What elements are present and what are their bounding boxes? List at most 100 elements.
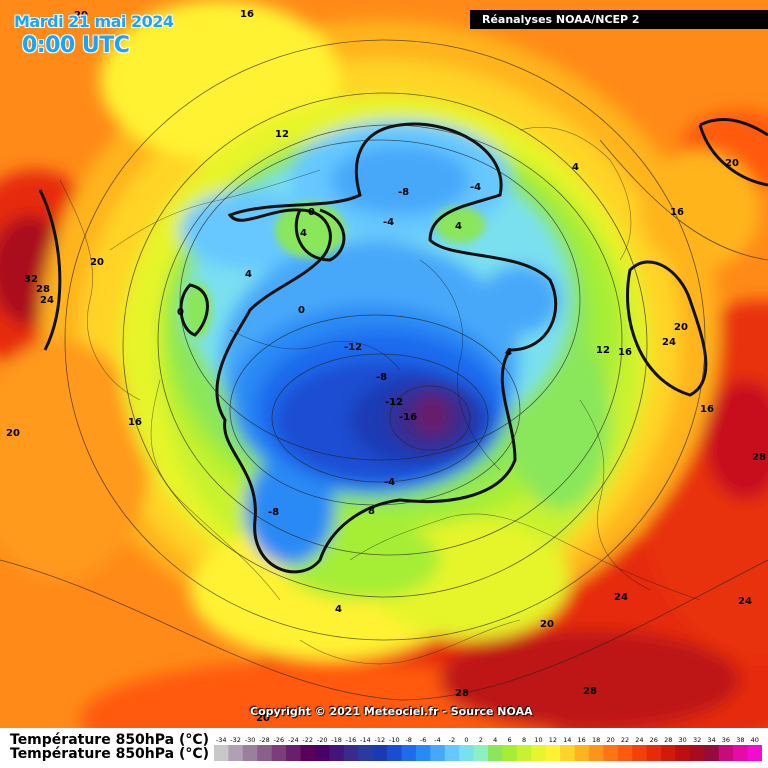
isotherm-label: 16 — [700, 404, 714, 415]
scale-tick-label: 8 — [522, 736, 526, 744]
scale-tick-label: -32 — [230, 736, 241, 744]
scale-swatch — [603, 745, 619, 761]
scale-swatch — [343, 745, 359, 761]
scale-swatch — [473, 745, 489, 761]
scale-tick-label: 4 — [493, 736, 497, 744]
scale-tick-label: -12 — [374, 736, 385, 744]
isotherm-label: 20 — [74, 10, 88, 21]
isotherm-label: 4 — [572, 162, 579, 173]
forecast-time: 0:00 UTC — [22, 33, 130, 58]
isotherm-label: 12 — [596, 345, 610, 356]
scale-tick-label: -24 — [288, 736, 299, 744]
isotherm-label: 24 — [738, 596, 752, 607]
scale-tick-label: -18 — [331, 736, 342, 744]
isotherm-label: -12 — [344, 342, 362, 353]
scale-tick-label: -4 — [434, 736, 440, 744]
isotherm-label: 4 — [335, 604, 342, 615]
scale-swatch — [516, 745, 532, 761]
scale-swatch — [545, 745, 561, 761]
isotherm-label: 24 — [614, 592, 628, 603]
isotherm-label: 28 — [36, 284, 50, 295]
scale-tick-label: -26 — [274, 736, 285, 744]
scale-swatch — [675, 745, 691, 761]
scale-swatch — [733, 745, 748, 761]
scale-swatch — [257, 745, 273, 761]
scale-tick-label: -16 — [346, 736, 357, 744]
scale-tick-label: -6 — [420, 736, 426, 744]
isotherm-label: 16 — [240, 9, 254, 20]
scale-swatch — [444, 745, 460, 761]
isotherm-label: -4 — [470, 182, 481, 193]
scale-tick-label: 38 — [736, 736, 744, 744]
isotherm-label: -4 — [383, 217, 394, 228]
isotherm-label: 0 — [298, 305, 305, 316]
scale-tick-label: -28 — [259, 736, 270, 744]
isotherm-labels: 16 12 -4 -8 -4 4 4 16 20 0 4 4 4 0 0 -12… — [6, 9, 766, 724]
isotherm-label: 0 — [177, 307, 184, 318]
isotherm-label: 0 — [308, 207, 315, 218]
scale-tick-label: 22 — [621, 736, 629, 744]
scale-tick-label: 20 — [606, 736, 614, 744]
source-label: Réanalyses NOAA/NCEP 2 — [470, 10, 768, 29]
scale-swatch — [632, 745, 648, 761]
scale-swatch — [617, 745, 633, 761]
scale-swatch — [488, 745, 503, 761]
scale-tick-label: 12 — [549, 736, 557, 744]
scale-tick-label: -8 — [405, 736, 411, 744]
isotherm-label: 28 — [752, 452, 766, 463]
scale-swatch — [502, 745, 518, 761]
isotherm-label: 16 — [670, 207, 684, 218]
isotherm-label: 20 — [256, 713, 270, 724]
scale-swatch — [661, 745, 676, 761]
scale-tick-label: 24 — [635, 736, 643, 744]
scale-swatch — [372, 745, 388, 761]
scale-swatch — [747, 745, 762, 761]
scale-tick-label: 34 — [707, 736, 715, 744]
scale-tick-label: -34 — [216, 736, 227, 744]
isotherm-label: 24 — [40, 295, 54, 306]
scale-tick-label: -14 — [360, 736, 371, 744]
isotherm-label: -4 — [384, 477, 395, 488]
scale-swatch — [560, 745, 575, 761]
scale-swatch — [401, 745, 417, 761]
legend-title: Température 850hPa (°C) — [10, 732, 210, 748]
bold-isolines — [38, 118, 768, 574]
scale-swatch — [415, 745, 431, 761]
scale-swatch — [358, 745, 374, 761]
scale-swatch — [242, 745, 258, 761]
scale-tick-label: -10 — [389, 736, 400, 744]
isotherm-label: -12 — [385, 397, 403, 408]
isotherm-label: 20 — [6, 428, 20, 439]
isotherm-label: 16 — [128, 417, 142, 428]
scale-swatch — [271, 745, 287, 761]
isotherm-label: 4 — [300, 228, 307, 239]
isotherm-label: 32 — [24, 274, 38, 285]
isotherm-label: -8 — [268, 507, 279, 518]
isotherm-label: 28 — [583, 686, 597, 697]
isotherm-label: 16 — [618, 347, 632, 358]
scale-swatch — [588, 745, 604, 761]
isotherm-label: 20 — [725, 158, 739, 169]
scale-tick-label: 6 — [508, 736, 512, 744]
scale-tick-label: 32 — [693, 736, 701, 744]
scale-swatch — [689, 745, 705, 761]
isotherm-label: 8 — [368, 506, 375, 517]
scale-swatch — [704, 745, 720, 761]
scale-swatch — [646, 745, 662, 761]
isotherm-label: 20 — [674, 322, 688, 333]
scale-swatch — [531, 745, 547, 761]
legend-title-shadow: Température 850hPa (°C) — [10, 746, 210, 762]
temperature-field — [0, 0, 768, 728]
scale-tick-label: 18 — [592, 736, 600, 744]
scale-swatch — [300, 745, 316, 761]
scale-tick-label: 0 — [464, 736, 468, 744]
isotherm-label: 4 — [455, 221, 462, 232]
isotherm-label: -8 — [376, 372, 387, 383]
scale-tick-label: 26 — [650, 736, 658, 744]
scale-swatch — [718, 745, 734, 761]
scale-tick-label: 14 — [563, 736, 571, 744]
scale-tick-label: 28 — [664, 736, 672, 744]
scale-tick-label: -20 — [317, 736, 328, 744]
scale-swatch — [430, 745, 446, 761]
